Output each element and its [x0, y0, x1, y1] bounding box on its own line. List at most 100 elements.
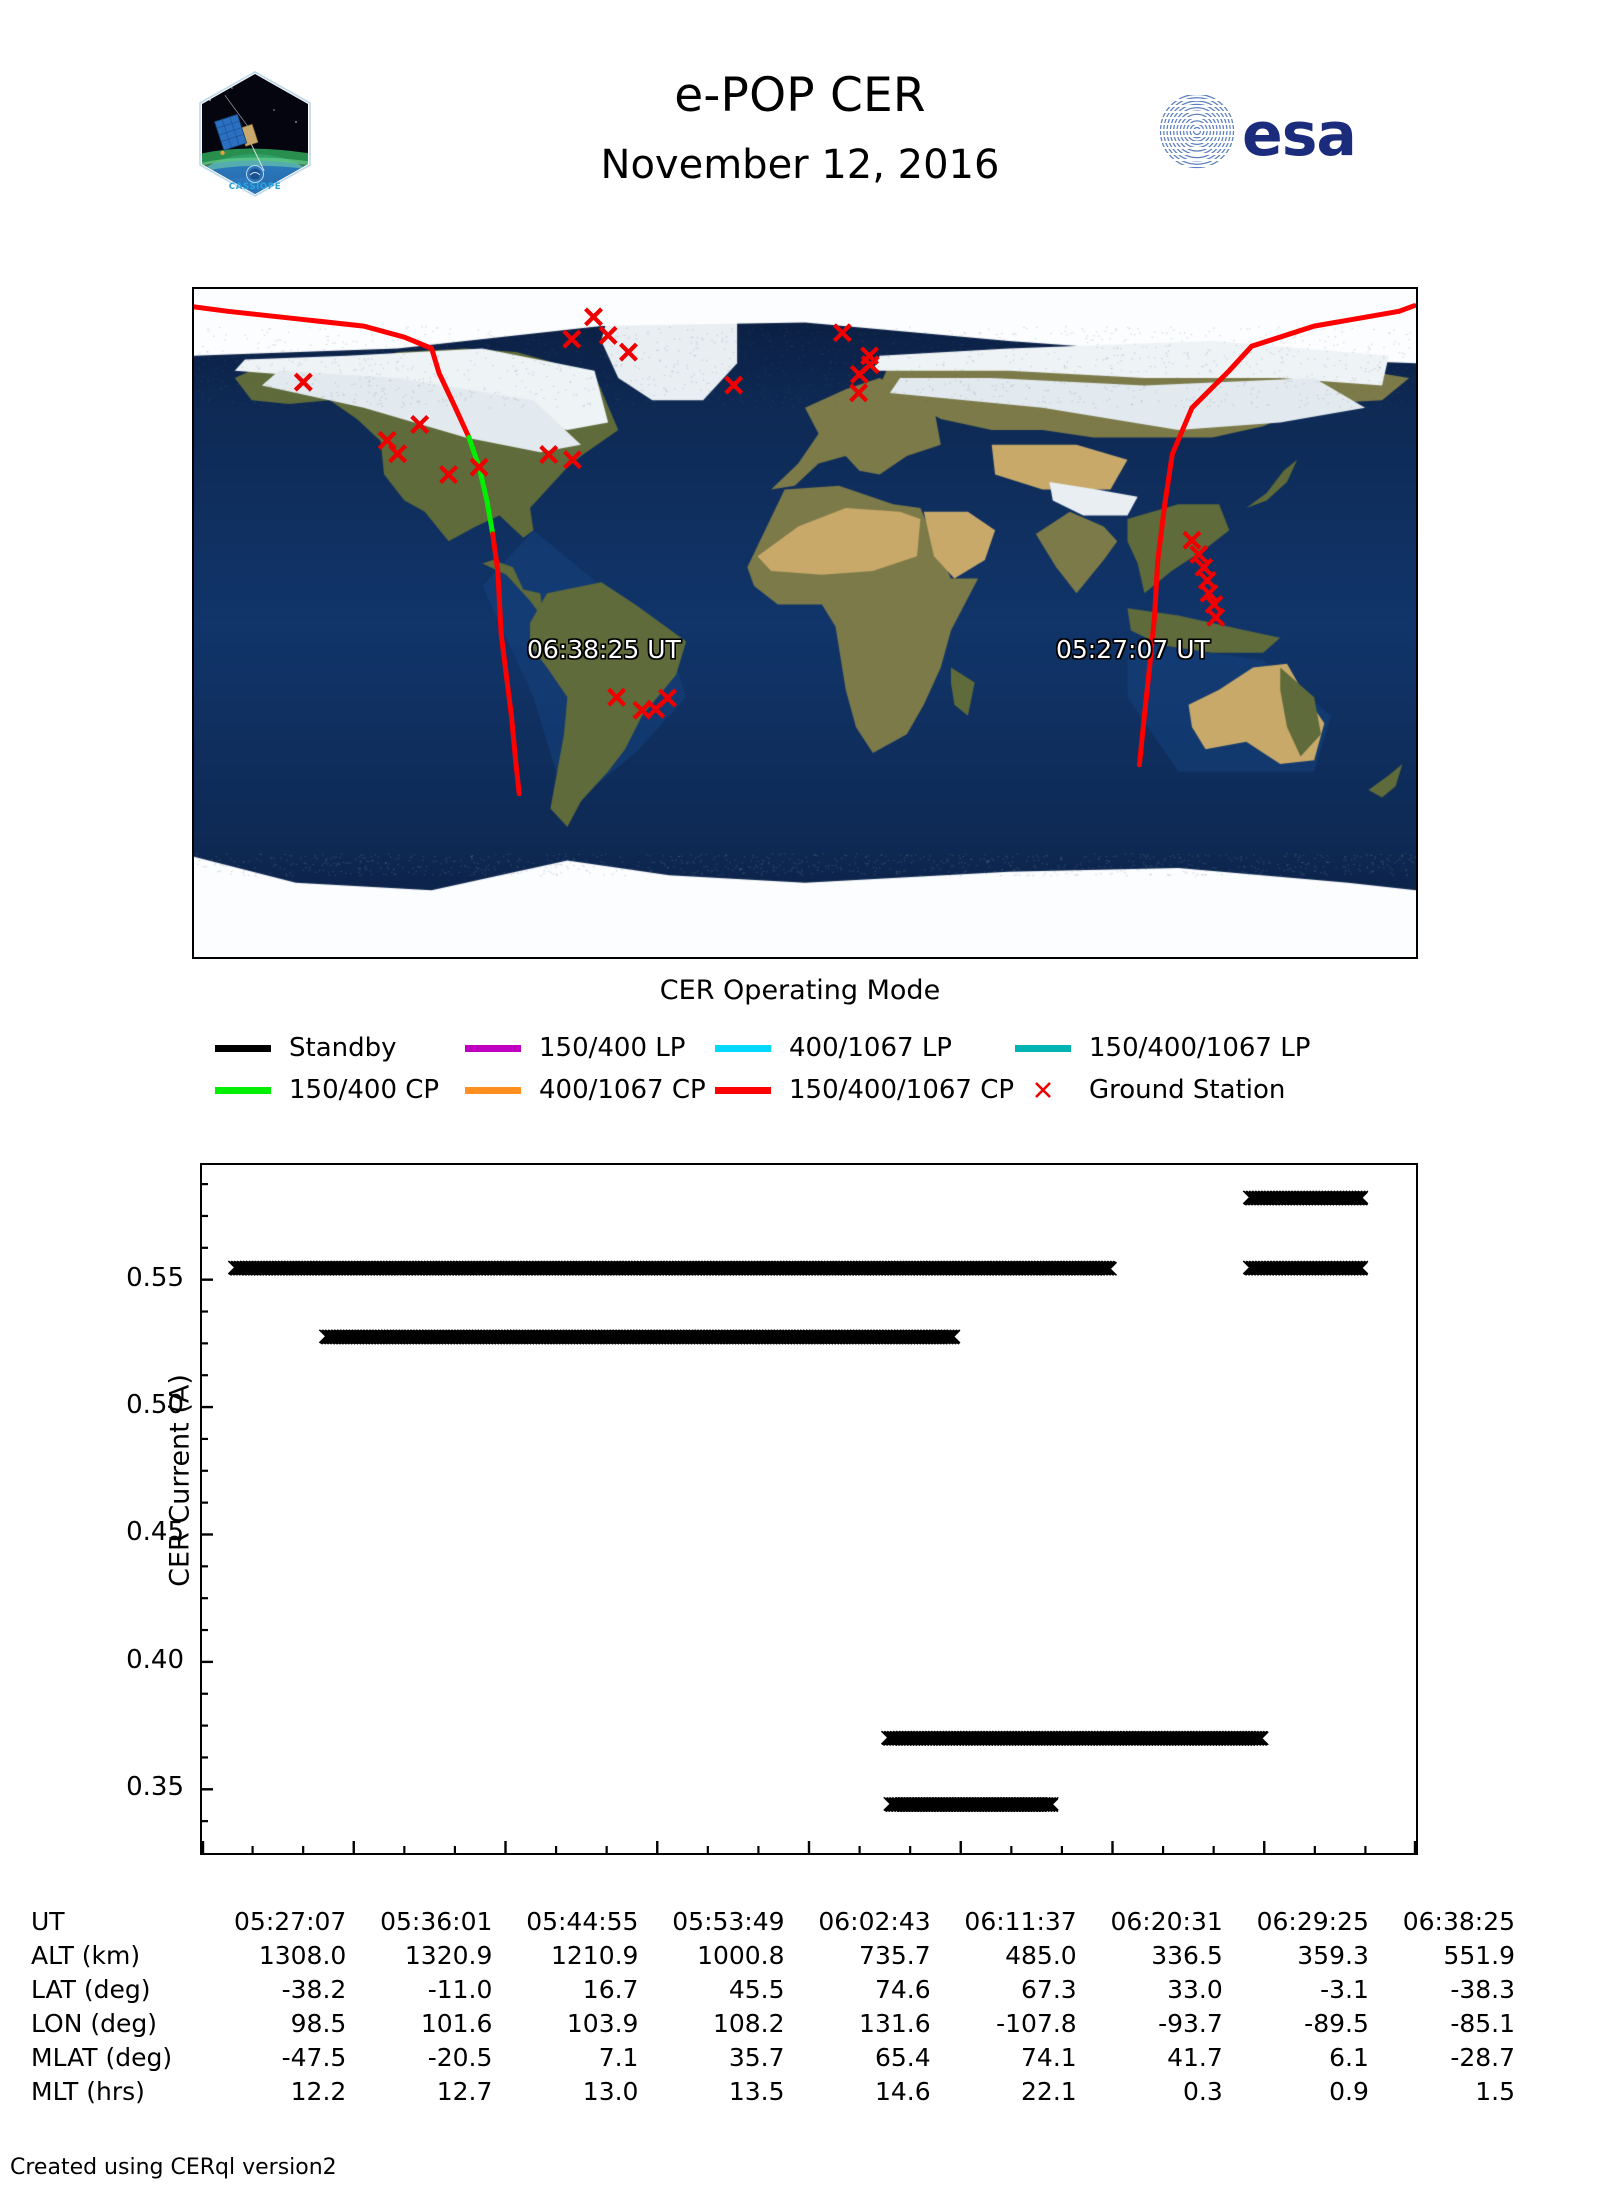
table-cell: 06:20:31 — [1090, 1905, 1236, 1939]
table-cell: -38.2 — [213, 1973, 359, 2007]
table-row: MLAT (deg) -47.5 -20.5 7.1 35.7 65.4 74.1 41.7 6… — [28, 2041, 1528, 2075]
legend-color-swatch — [215, 1045, 271, 1052]
legend-item-150-400-cp: 150/400 CP — [215, 1075, 465, 1105]
world-map-panel: 05:27:07 UT 06:38:25 UT — [192, 287, 1418, 959]
svg-text:esa: esa — [1242, 100, 1356, 170]
legend-color-swatch — [465, 1087, 521, 1094]
ground-station-marker — [726, 377, 742, 393]
ground-station-marker — [390, 446, 406, 462]
table-cell: 101.6 — [359, 2007, 505, 2041]
table-row-label: MLAT (deg) — [28, 2041, 213, 2075]
table-cell: 103.9 — [505, 2007, 651, 2041]
legend-label: 400/1067 LP — [789, 1033, 952, 1063]
table-cell: 13.5 — [651, 2075, 797, 2109]
table-cell: -20.5 — [359, 2041, 505, 2075]
table-row-label: ALT (km) — [28, 1939, 213, 1973]
table-cell: -28.7 — [1382, 2041, 1528, 2075]
table-cell: 735.7 — [798, 1939, 944, 1973]
table-row-label: MLT (hrs) — [28, 2075, 213, 2109]
legend-label: 150/400/1067 LP — [1089, 1033, 1310, 1063]
ground-station-marker — [609, 689, 625, 705]
legend-item-150-400-1067-cp: 150/400/1067 CP — [715, 1075, 1015, 1105]
ephemeris-table: UT 05:27:07 05:36:01 05:44:55 05:53:49 06:02:… — [28, 1905, 1528, 2109]
table-cell: 74.1 — [944, 2041, 1090, 2075]
table-cell: 485.0 — [944, 1939, 1090, 1973]
scatter-points — [228, 1191, 1368, 1812]
table-cell: 45.5 — [651, 1973, 797, 2007]
legend-title: CER Operating Mode — [0, 975, 1600, 1006]
page-header: CASSIOPE e-POP CER November 12, 2016 — [0, 0, 1600, 200]
ground-station-marker — [851, 366, 867, 382]
legend-item-ground-station: Ground Station — [1015, 1075, 1355, 1105]
table-cell: 13.0 — [505, 2075, 651, 2109]
ground-station-marker — [586, 309, 602, 325]
table-cell: 6.1 — [1236, 2041, 1382, 2075]
table-cell: 06:38:25 — [1382, 1905, 1528, 1939]
svg-text:CASSIOPE: CASSIOPE — [229, 182, 281, 192]
table-cell: -85.1 — [1382, 2007, 1528, 2041]
table-cell: 12.7 — [359, 2075, 505, 2109]
ground-station-marker — [541, 447, 557, 463]
table-cell: 06:02:43 — [798, 1905, 944, 1939]
table-cell: 0.3 — [1090, 2075, 1236, 2109]
map-start-time-label: 05:27:07 UT — [1056, 635, 1210, 664]
table-cell: 06:11:37 — [944, 1905, 1090, 1939]
esa-logo-icon: esa — [1158, 92, 1430, 170]
cassiope-mission-patch-icon: CASSIOPE — [196, 70, 314, 198]
table-cell: 14.6 — [798, 2075, 944, 2109]
map-track-overlay — [194, 289, 1416, 957]
table-cell: 05:53:49 — [651, 1905, 797, 1939]
legend-label: Ground Station — [1089, 1075, 1285, 1105]
table-cell: 1308.0 — [213, 1939, 359, 1973]
table-cell: -3.1 — [1236, 1973, 1382, 2007]
y-axis-tick-label: 0.50 — [24, 1390, 184, 1420]
legend-row: 150/400 CP 400/1067 CP 150/400/1067 CP Grou… — [215, 1069, 1395, 1111]
y-axis-tick-label: 0.35 — [24, 1772, 184, 1802]
map-end-time-label: 06:38:25 UT — [527, 635, 681, 664]
legend-item-150-400-1067-lp: 150/400/1067 LP — [1015, 1033, 1355, 1063]
ground-station-marker — [564, 331, 580, 347]
mode-legend: Standby 150/400 LP 400/1067 LP 150/400/1067… — [215, 1027, 1395, 1111]
table-row: LAT (deg) -38.2 -11.0 16.7 45.5 74.6 67.3 33.0-… — [28, 1973, 1528, 2007]
table-cell: 06:29:25 — [1236, 1905, 1382, 1939]
table-cell: -93.7 — [1090, 2007, 1236, 2041]
table-row-label: LAT (deg) — [28, 1973, 213, 2007]
table-cell: 7.1 — [505, 2041, 651, 2075]
cer-current-plot: CER Current (A) 0.35 0.40 0.45 0.50 0.55 — [200, 1163, 1418, 1855]
table-row: UT 05:27:07 05:36:01 05:44:55 05:53:49 06:02:… — [28, 1905, 1528, 1939]
y-axis-tick-label: 0.40 — [24, 1645, 184, 1675]
y-axis-tick-label: 0.55 — [24, 1263, 184, 1293]
table-cell: 05:44:55 — [505, 1905, 651, 1939]
table-row: MLT (hrs) 12.2 12.7 13.0 13.5 14.6 22.1 0.3 0.9 1… — [28, 2075, 1528, 2109]
table-cell: 35.7 — [651, 2041, 797, 2075]
table-cell: 359.3 — [1236, 1939, 1382, 1973]
table-cell: 108.2 — [651, 2007, 797, 2041]
table-cell: 1.5 — [1382, 2075, 1528, 2109]
table-cell: 98.5 — [213, 2007, 359, 2041]
legend-label: 150/400 LP — [539, 1033, 685, 1063]
legend-item-400-1067-lp: 400/1067 LP — [715, 1033, 1015, 1063]
ground-station-marker — [834, 325, 850, 341]
table-cell: 0.9 — [1236, 2075, 1382, 2109]
y-axis-tick-label: 0.45 — [24, 1517, 184, 1547]
table-row: LON (deg) 98.5 101.6 103.9 108.2 131.6 -107.8-… — [28, 2007, 1528, 2041]
legend-row: Standby 150/400 LP 400/1067 LP 150/400/1067… — [215, 1027, 1395, 1069]
ground-station-marker — [600, 327, 616, 343]
ground-station-marker — [441, 467, 457, 483]
legend-color-swatch — [215, 1087, 271, 1094]
ground-station-marker — [660, 690, 676, 706]
table-cell: 05:36:01 — [359, 1905, 505, 1939]
title-block: e-POP CER November 12, 2016 — [400, 72, 1200, 185]
table-cell: -38.3 — [1382, 1973, 1528, 2007]
page-date: November 12, 2016 — [400, 145, 1200, 185]
ground-station-marker — [564, 452, 580, 468]
ground-station-x-icon — [1015, 1079, 1071, 1101]
table-cell: -47.5 — [213, 2041, 359, 2075]
ground-station-marker — [620, 344, 636, 360]
legend-label: Standby — [289, 1033, 397, 1063]
table-cell: 1320.9 — [359, 1939, 505, 1973]
table-cell: 22.1 — [944, 2075, 1090, 2109]
ground-station-marker — [295, 374, 311, 390]
legend-color-swatch — [715, 1045, 771, 1052]
legend-label: 150/400/1067 CP — [789, 1075, 1014, 1105]
